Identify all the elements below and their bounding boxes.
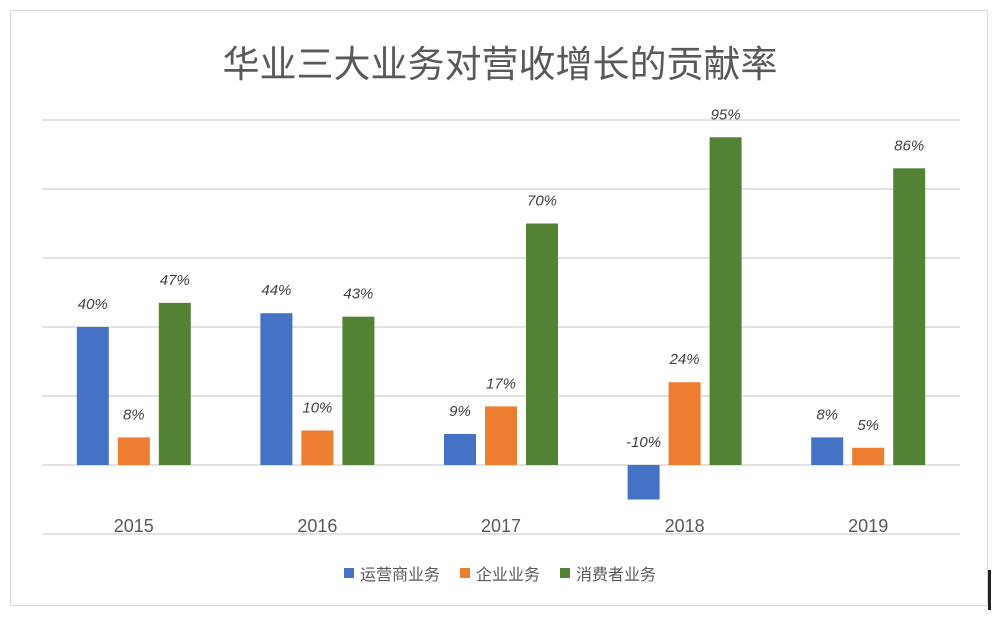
x-tick-2018: 2018: [665, 516, 705, 536]
data-label-2016-series-2: 10%: [302, 400, 332, 417]
bar-2016-series-2: [301, 430, 334, 465]
data-label-2015-series-2: 8%: [123, 406, 145, 423]
legend-item-series-1: 运营商业务: [343, 561, 440, 585]
bar-2016-series-1: [260, 313, 293, 465]
data-label-2016-series-3: 43%: [343, 286, 373, 303]
data-label-2016-series-1: 44%: [261, 282, 291, 299]
bar-2017-series-1: [444, 433, 476, 465]
data-label-2019-series-2: 5%: [857, 417, 879, 434]
bar-2018-series-1: [627, 465, 660, 500]
bars: [76, 137, 926, 500]
data-label-2018-series-2: 24%: [669, 351, 700, 368]
legend-swatch: [560, 568, 570, 578]
data-label-2018-series-3: 95%: [711, 106, 741, 123]
bar-2019-series-1: [811, 437, 844, 465]
frame-edge-mark: [988, 570, 991, 610]
legend-label: 企业业务: [475, 565, 540, 584]
data-labels: 40% 8% 47% 44% 10% 43% 9% 17% 70% -10% 24% 95% 8% 5% 8…: [78, 106, 924, 451]
data-label-2017-series-1: 9%: [449, 403, 471, 420]
legend: 运营商业务 企业业务 消费者业务: [0, 561, 1000, 585]
chart-title: 华业三大业务对营收增长的贡献率: [222, 43, 778, 86]
bar-2015-series-3: [158, 302, 191, 465]
legend-swatch: [459, 568, 470, 578]
bar-2017-series-3: [526, 223, 558, 465]
data-label-2015-series-3: 47%: [160, 272, 190, 289]
x-tick-2017: 2017: [481, 516, 521, 536]
bar-2017-series-2: [485, 406, 517, 465]
x-axis-ticks: 2015 2016 2017 2018 2019: [114, 516, 888, 536]
gridlines: [42, 119, 960, 535]
bar-2019-series-2: [852, 447, 885, 465]
bar-2016-series-3: [342, 316, 375, 465]
data-label-2015-series-1: 40%: [78, 296, 108, 313]
bar-2015-series-1: [76, 327, 109, 465]
legend-item-series-2: 企业业务: [459, 561, 540, 585]
x-tick-2016: 2016: [297, 516, 337, 536]
bar-2018-series-3: [709, 137, 742, 465]
legend-item-series-3: 消费者业务: [560, 561, 656, 585]
legend-label: 运营商业务: [359, 565, 440, 584]
data-label-2017-series-3: 70%: [527, 193, 557, 210]
data-label-2019-series-1: 8%: [816, 406, 838, 423]
x-tick-2019: 2019: [848, 516, 888, 536]
data-label-2017-series-2: 17%: [486, 375, 516, 392]
legend-label: 消费者业务: [576, 565, 657, 584]
data-label-2019-series-3: 86%: [894, 137, 924, 154]
data-label-2018-series-1: -10%: [626, 434, 661, 451]
bar-2018-series-2: [668, 382, 701, 465]
x-tick-2015: 2015: [114, 516, 154, 536]
bar-2019-series-3: [893, 168, 926, 466]
legend-swatch: [343, 568, 354, 578]
bar-2015-series-2: [117, 437, 150, 465]
